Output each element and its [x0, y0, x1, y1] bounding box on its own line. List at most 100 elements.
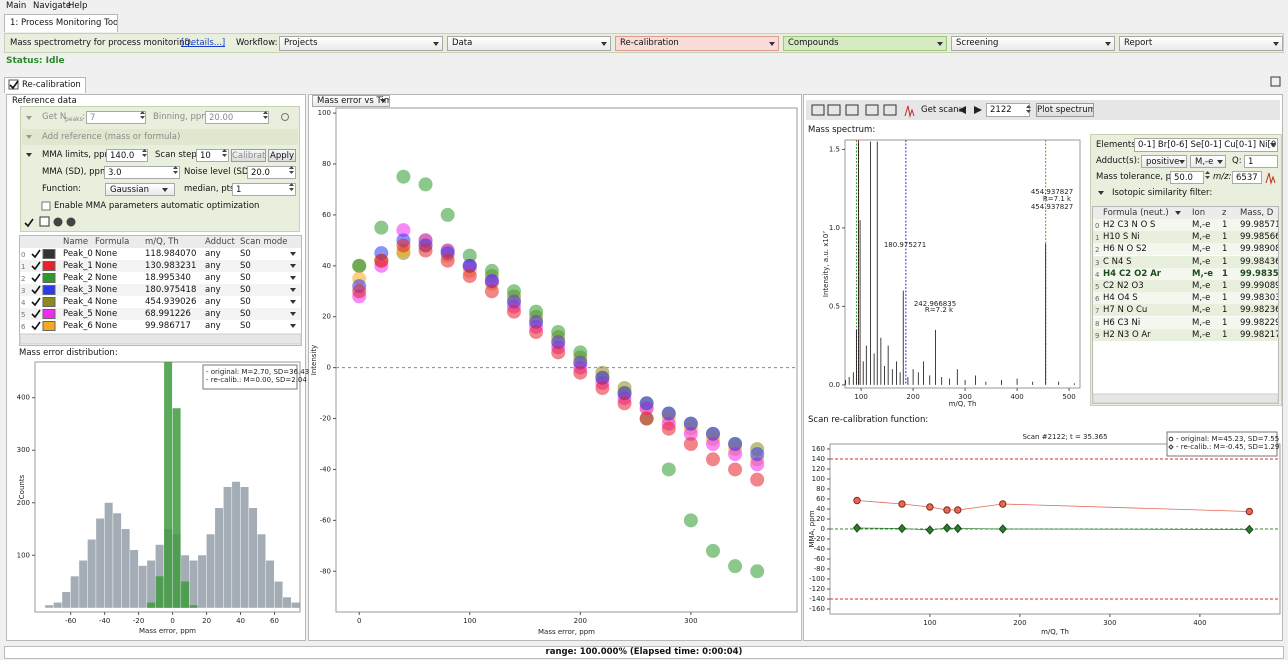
table-cell[interactable]: 130.983231: [145, 261, 197, 271]
table-cell[interactable]: Peak_0: [63, 249, 93, 259]
table-cell[interactable]: 1: [1222, 220, 1228, 230]
table-cell[interactable]: M,-e: [1192, 220, 1211, 230]
plot-button[interactable]: Plot spectrum: [1036, 103, 1094, 117]
table-cell[interactable]: 99.982293: [1240, 317, 1278, 328]
table-cell[interactable]: M,-e: [1192, 244, 1211, 255]
table-cell[interactable]: 1: [1222, 281, 1228, 291]
npeaks-input[interactable]: 7: [86, 111, 146, 124]
table-cell[interactable]: 99.98303: [1240, 293, 1278, 304]
table-cell[interactable]: 18.995340: [145, 273, 191, 283]
table-cell[interactable]: 1: [1222, 268, 1228, 279]
table-cell[interactable]: any: [205, 297, 221, 307]
ion-combo[interactable]: M,-e: [1190, 155, 1226, 168]
auto-optimization[interactable]: Enable MMA parameters automatic optimiza…: [54, 201, 260, 211]
column-header[interactable]: m/Q, Th: [145, 237, 179, 247]
table-cell[interactable]: S0: [240, 261, 251, 271]
median-input[interactable]: 1: [232, 183, 296, 196]
workflow-step[interactable]: Re-calibration: [615, 36, 779, 51]
q-input[interactable]: 1: [1244, 155, 1278, 168]
table-cell[interactable]: M,-e: [1192, 268, 1213, 279]
table-cell[interactable]: Peak_3: [63, 285, 93, 295]
table-cell[interactable]: 1: [1222, 305, 1228, 316]
table-cell[interactable]: 99.982361: [1240, 305, 1278, 316]
scan-step-input[interactable]: 10: [196, 149, 229, 162]
mma-limits-input[interactable]: 140.0: [106, 149, 148, 162]
plot-selector[interactable]: Mass error vs Tim: [312, 95, 390, 107]
table-cell[interactable]: C N4 S: [1103, 256, 1132, 267]
table-cell[interactable]: M,-e: [1192, 329, 1211, 340]
table-cell[interactable]: 99.989081: [1240, 244, 1278, 255]
table-cell[interactable]: C2 N2 O3: [1103, 281, 1144, 291]
table-cell[interactable]: H2 C3 N O S: [1103, 220, 1156, 230]
table-cell[interactable]: Peak_4: [63, 297, 93, 307]
table-cell[interactable]: 454.939026: [145, 297, 197, 307]
table-cell[interactable]: S0: [240, 297, 251, 307]
mz-input[interactable]: 6537: [1232, 171, 1262, 184]
column-header[interactable]: Mass, D: [1240, 208, 1274, 218]
table-cell[interactable]: 99.985664: [1240, 232, 1278, 243]
table-cell[interactable]: S0: [240, 309, 251, 319]
table-cell[interactable]: 68.991226: [145, 309, 191, 319]
table-cell[interactable]: S0: [240, 285, 251, 295]
table-cell[interactable]: 1: [1222, 256, 1228, 267]
table-cell[interactable]: None: [95, 309, 118, 319]
elements-input[interactable]: 0-1] Br[0-6] Se[0-1] Cu[0-1] Ni[0: [1134, 138, 1278, 152]
table-cell[interactable]: any: [205, 273, 221, 283]
table-cell[interactable]: 99.98351: [1240, 268, 1278, 279]
table-cell[interactable]: 99.984367: [1240, 256, 1278, 267]
table-cell[interactable]: any: [205, 309, 221, 319]
table-cell[interactable]: 99.990892: [1240, 281, 1278, 291]
table-cell[interactable]: None: [95, 249, 118, 259]
table-cell[interactable]: H4 C2 O2 Ar: [1103, 268, 1161, 279]
table-cell[interactable]: Peak_2: [63, 273, 93, 283]
table-cell[interactable]: 1: [1222, 244, 1228, 255]
apply-button[interactable]: Apply: [268, 149, 296, 162]
isotopic-filter[interactable]: Isotopic similarity filter:: [1112, 188, 1213, 198]
table-cell[interactable]: any: [205, 321, 221, 331]
menu-item[interactable]: Main: [6, 1, 27, 11]
table-cell[interactable]: H2 N3 O Ar: [1103, 329, 1151, 340]
table-cell[interactable]: 180.975418: [145, 285, 197, 295]
workflow-step[interactable]: Compounds: [783, 36, 947, 51]
table-cell[interactable]: S0: [240, 321, 251, 331]
table-cell[interactable]: S0: [240, 273, 251, 283]
table-cell[interactable]: M,-e: [1192, 317, 1211, 328]
table-cell[interactable]: None: [95, 297, 118, 307]
column-header[interactable]: Ion: [1192, 208, 1206, 218]
table-cell[interactable]: Peak_5: [63, 309, 93, 319]
subtab[interactable]: [4, 77, 86, 93]
menu-item[interactable]: Help: [68, 1, 88, 11]
workflow-step[interactable]: Screening: [951, 36, 1115, 51]
column-header[interactable]: z: [1222, 208, 1227, 218]
column-header[interactable]: Formula: [95, 237, 130, 247]
table-cell[interactable]: None: [95, 273, 118, 283]
add-reference[interactable]: Add reference (mass or formula): [42, 132, 181, 142]
tab[interactable]: 1: Process Monitoring Tools: [4, 14, 118, 32]
table-cell[interactable]: 1: [1222, 317, 1228, 328]
table-cell[interactable]: 1: [1222, 232, 1228, 243]
table-cell[interactable]: M,-e: [1192, 305, 1211, 316]
calibrate-button[interactable]: Calibrate: [231, 149, 266, 162]
table-cell[interactable]: any: [205, 261, 221, 271]
binning-input[interactable]: 20.00: [205, 111, 269, 124]
adduct-combo[interactable]: positive: [1141, 155, 1187, 168]
function-combo[interactable]: Gaussian: [105, 183, 175, 196]
details-link[interactable]: [Details...]: [181, 38, 226, 48]
table-cell[interactable]: 99.98571: [1240, 220, 1278, 230]
table-cell[interactable]: S0: [240, 249, 251, 259]
table-cell[interactable]: any: [205, 249, 221, 259]
table-cell[interactable]: M,-e: [1192, 293, 1211, 304]
table-cell[interactable]: H6 C3 Ni: [1103, 317, 1141, 328]
table-cell[interactable]: 99.986717: [145, 321, 191, 331]
table-cell[interactable]: 118.984070: [145, 249, 197, 259]
workflow-step[interactable]: Data: [447, 36, 611, 51]
table-cell[interactable]: 1: [1222, 329, 1228, 340]
table-cell[interactable]: 1: [1222, 293, 1228, 304]
table-cell[interactable]: H7 N O Cu: [1103, 305, 1148, 316]
workflow-step[interactable]: Report: [1119, 36, 1283, 51]
workflow-step[interactable]: Projects: [279, 36, 443, 51]
table-cell[interactable]: None: [95, 321, 118, 331]
table-cell[interactable]: None: [95, 261, 118, 271]
table-cell[interactable]: H4 O4 S: [1103, 293, 1138, 304]
table-cell[interactable]: Peak_6: [63, 321, 93, 331]
